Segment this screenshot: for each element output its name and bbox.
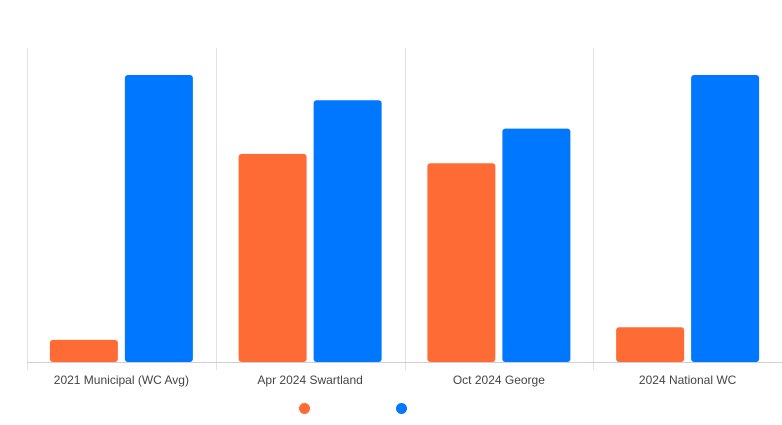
bar-series-2-3 [691, 75, 760, 362]
bar-series-1-0 [49, 339, 118, 362]
legend-swatch-series-1 [299, 402, 310, 414]
legend-item-series-2[interactable] [396, 398, 413, 418]
legend [0, 398, 782, 418]
x-tick-label: Apr 2024 Swartland [257, 373, 362, 387]
bar-series-2-1 [313, 100, 382, 362]
bar-series-1-2 [427, 163, 496, 362]
bar-series-2-2 [502, 128, 571, 362]
x-tick-label: 2021 Municipal (WC Avg) [54, 373, 189, 387]
bar-series-2-0 [124, 75, 193, 362]
legend-swatch-series-2 [396, 402, 407, 414]
x-tick-label: Oct 2024 George [453, 373, 545, 387]
x-tick-label: 2024 National WC [639, 373, 737, 387]
bar-series-1-3 [616, 327, 685, 362]
legend-item-series-1[interactable] [299, 398, 316, 418]
bar-series-1-1 [238, 153, 307, 362]
